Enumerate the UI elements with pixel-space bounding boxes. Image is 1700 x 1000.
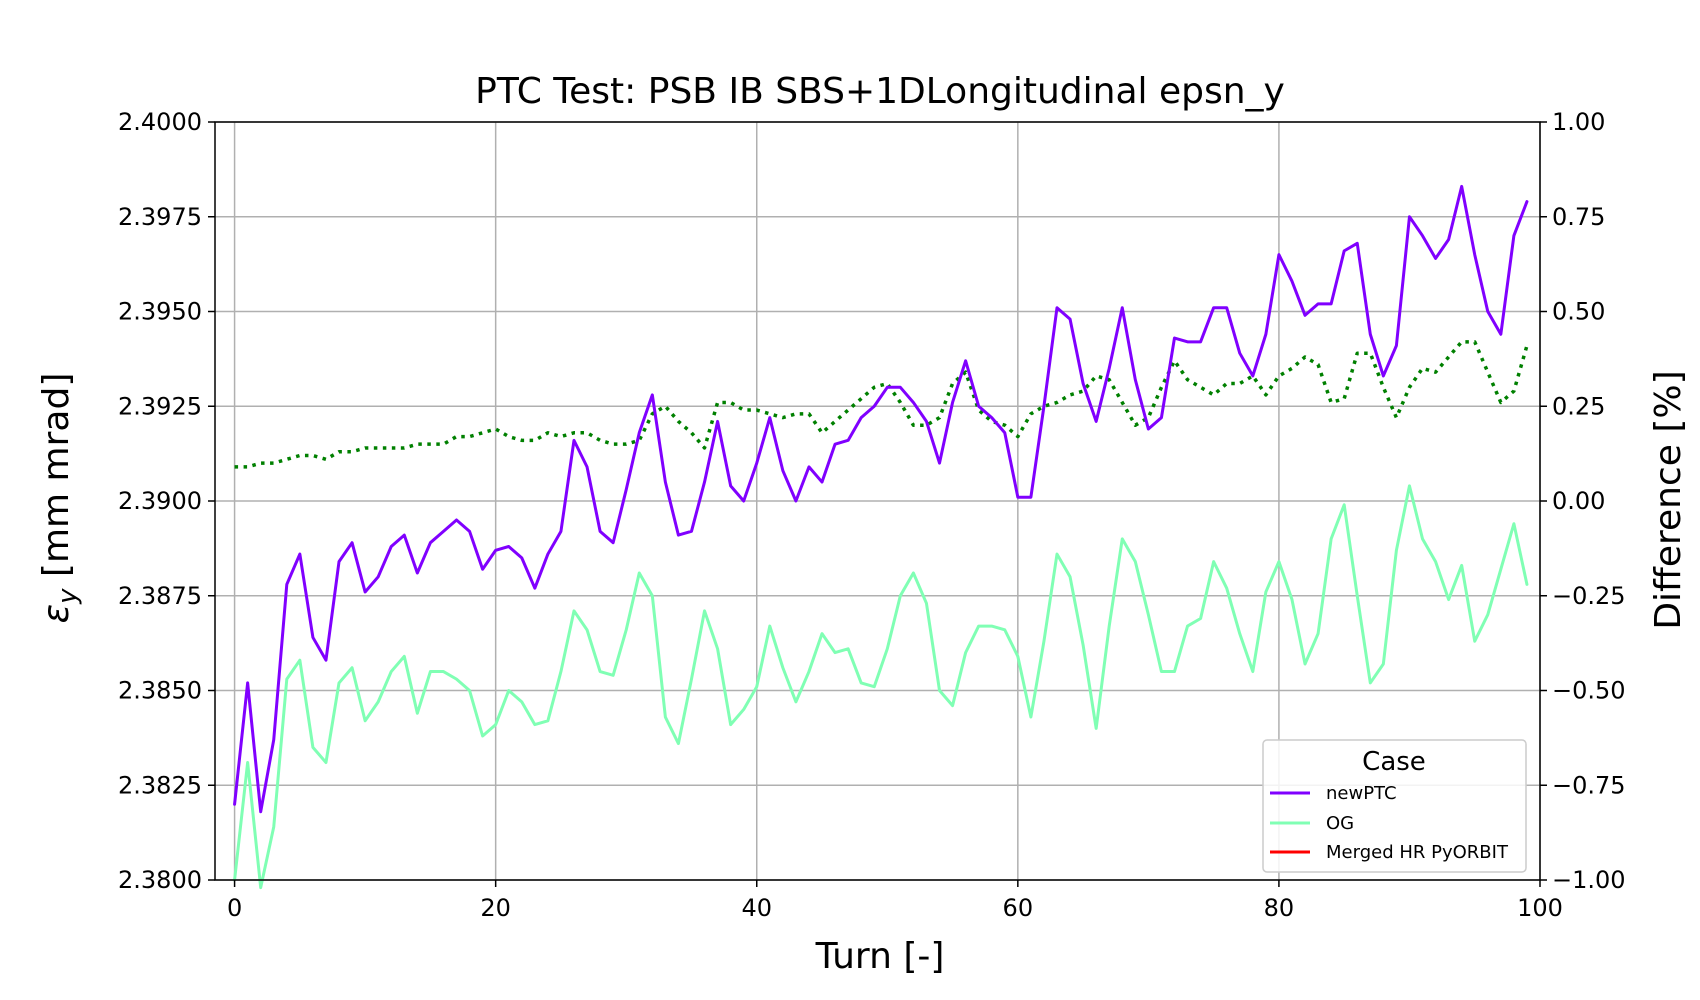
y-tick-label: 2.3850: [118, 677, 202, 705]
y2-tick-label: −0.50: [1552, 677, 1626, 705]
legend-title: Case: [1362, 747, 1426, 777]
legend-box: [1262, 739, 1527, 873]
legend-label-merged-hr-pyorbit: Merged HR PyORBIT: [1326, 842, 1509, 863]
y-tick-label: 2.4000: [118, 108, 202, 136]
y-tick-label: 2.3950: [118, 298, 202, 326]
x-tick-label: 80: [1264, 894, 1295, 922]
legend-label-newptc: newPTC: [1326, 783, 1397, 804]
x-tick-label: 40: [741, 894, 772, 922]
y2-tick-label: 0.50: [1552, 298, 1605, 326]
y2-tick-label: 0.25: [1552, 392, 1605, 420]
series-line-og: [233, 484, 1529, 890]
y-tick-label: 2.3925: [118, 392, 202, 420]
y-tick-label: 2.3975: [118, 203, 202, 231]
x-tick-label: 60: [1003, 894, 1034, 922]
series-layer: [233, 184, 1529, 890]
axis-ticks: 0 20 40 60 80 100 2.3800 2.3825 2.3850 2.3875 2.39…: [118, 108, 1626, 922]
y2-tick-label: 0.75: [1552, 203, 1605, 231]
y-axis-label-unit: [mm mrad]: [36, 373, 77, 589]
x-tick-label: 20: [480, 894, 511, 922]
y-axis-label-subscript: y: [53, 588, 83, 605]
y-tick-label: 2.3875: [118, 582, 202, 610]
y2-tick-label: 1.00: [1552, 108, 1605, 136]
y2-tick-label: 0.00: [1552, 487, 1605, 515]
x-tick-label: 0: [227, 894, 242, 922]
y-tick-label: 2.3825: [118, 771, 202, 799]
legend-label-og: OG: [1326, 813, 1354, 834]
y-tick-label: 2.3800: [118, 866, 202, 894]
series-line-newptc: [233, 184, 1529, 814]
chart-title: PTC Test: PSB IB SBS+1DLongitudinal epsn…: [475, 71, 1285, 112]
y-axis-label-symbol: ε: [36, 604, 77, 623]
y2-tick-label: −0.75: [1552, 771, 1626, 799]
legend: Case newPTC OG Merged HR PyORBIT: [1262, 739, 1527, 873]
x-axis-label: Turn [-]: [815, 936, 945, 977]
x-tick-label: 100: [1517, 894, 1563, 922]
y-tick-label: 2.3900: [118, 487, 202, 515]
y2-tick-label: −0.25: [1552, 582, 1626, 610]
y2-axis-label: Difference [%]: [1648, 370, 1689, 629]
series-line-difference: [234, 340, 1529, 469]
y-axis-label: εy [mm mrad]: [36, 373, 83, 624]
y2-tick-label: −1.00: [1552, 866, 1626, 894]
